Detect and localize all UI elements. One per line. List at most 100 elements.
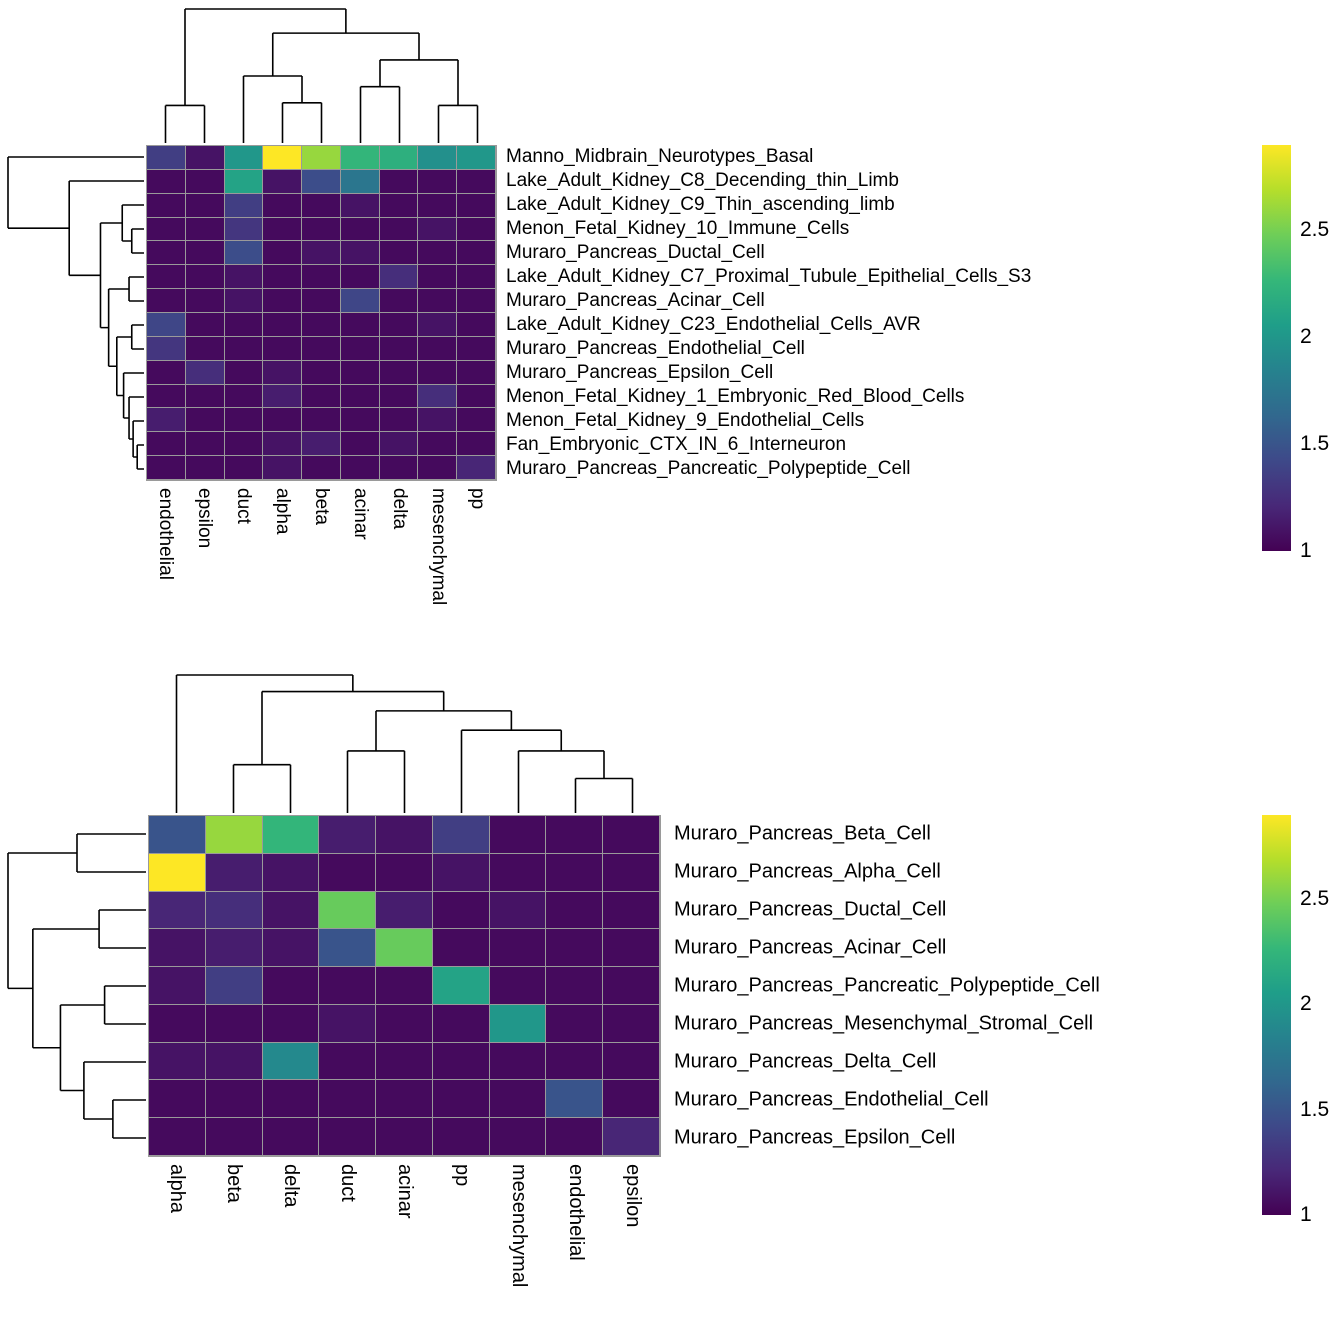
heatmap-cell xyxy=(457,384,496,409)
row-label: Lake_Adult_Kidney_C7_Proximal_Tubule_Epi… xyxy=(506,266,1032,287)
heatmap-cell xyxy=(418,289,458,313)
heatmap-cell xyxy=(340,289,380,313)
row-label: Manno_Midbrain_Neurotypes_Basal xyxy=(506,146,814,167)
row-label: Muraro_Pancreas_Alpha_Cell xyxy=(674,860,941,883)
heatmap-cell xyxy=(376,1004,433,1043)
heatmap-cell xyxy=(376,816,433,854)
heatmap-cell xyxy=(319,853,377,892)
heatmap-cell xyxy=(340,169,380,194)
heatmap-cell xyxy=(262,853,320,892)
colorbar-tick-label: 2 xyxy=(1300,325,1312,349)
heatmap-cell xyxy=(340,384,380,409)
heatmap-grid xyxy=(146,145,497,481)
heatmap-cell xyxy=(432,853,490,892)
heatmap-cell xyxy=(319,929,377,968)
heatmap-cell xyxy=(147,432,186,457)
heatmap-cell xyxy=(302,384,341,409)
column-dendrogram xyxy=(164,8,479,143)
heatmap-cell xyxy=(603,1042,660,1081)
heatmap-cell xyxy=(340,456,380,480)
heatmap-cell xyxy=(457,146,496,170)
heatmap-cell xyxy=(224,265,264,290)
heatmap-cell xyxy=(262,967,320,1005)
heatmap-cell xyxy=(224,241,264,266)
row-label: Muraro_Pancreas_Ductal_Cell xyxy=(506,242,765,263)
row-label: Muraro_Pancreas_Mesenchymal_Stromal_Cell xyxy=(674,1012,1094,1035)
heatmap-cell xyxy=(185,265,225,290)
heatmap-cell xyxy=(185,169,225,194)
heatmap-cell xyxy=(262,816,320,854)
colorbar-tick-label: 1.5 xyxy=(1300,1097,1330,1121)
heatmap-cell xyxy=(149,1080,206,1119)
heatmap-cell xyxy=(418,313,458,337)
colorbar-tick-label: 2.5 xyxy=(1300,218,1330,242)
heatmap-cell xyxy=(457,241,496,266)
row-label: Muraro_Pancreas_Beta_Cell xyxy=(674,822,931,845)
heatmap-cell xyxy=(147,408,186,433)
row-label: Muraro_Pancreas_Ductal_Cell xyxy=(674,898,947,921)
heatmap-cell xyxy=(418,408,458,433)
heatmap-cell xyxy=(603,816,660,854)
heatmap-cell xyxy=(262,929,320,968)
row-label: Muraro_Pancreas_Epsilon_Cell xyxy=(506,362,774,383)
heatmap-cell xyxy=(603,1118,660,1156)
heatmap-cell xyxy=(418,146,458,170)
heatmap-cell xyxy=(147,336,186,361)
heatmap-cell xyxy=(379,146,419,170)
heatmap-cell xyxy=(546,1042,604,1081)
heatmap-cell xyxy=(379,456,419,480)
heatmap-cell xyxy=(147,456,186,480)
heatmap-cell xyxy=(205,853,263,892)
heatmap-cell xyxy=(379,241,419,266)
row-label: Muraro_Pancreas_Delta_Cell xyxy=(674,1050,937,1073)
heatmap-cell xyxy=(376,1080,433,1119)
heatmap-cell xyxy=(603,967,660,1005)
heatmap-cell xyxy=(379,432,419,457)
heatmap-cell xyxy=(224,408,264,433)
heatmap-cell xyxy=(147,384,186,409)
colorbar-tick-label: 2.5 xyxy=(1300,887,1330,911)
heatmap-cell xyxy=(340,432,380,457)
heatmap-cell xyxy=(149,929,206,968)
heatmap-cell xyxy=(379,384,419,409)
row-label: Muraro_Pancreas_Pancreatic_Polypeptide_C… xyxy=(674,974,1100,997)
heatmap-cell xyxy=(546,1118,604,1156)
heatmap-cell xyxy=(224,456,264,480)
row-label: Lake_Adult_Kidney_C8_Decending_thin_Limb xyxy=(506,170,899,191)
column-label: duct xyxy=(336,1164,359,1202)
heatmap-cell xyxy=(205,1118,263,1156)
heatmap-cell xyxy=(185,336,225,361)
heatmap-cell xyxy=(224,289,264,313)
heatmap-cell xyxy=(379,336,419,361)
heatmap-cell xyxy=(302,241,341,266)
heatmap-cell xyxy=(185,193,225,218)
heatmap-cell xyxy=(457,289,496,313)
column-label: beta xyxy=(222,1164,245,1203)
heatmap-cell xyxy=(546,853,604,892)
heatmap-cell xyxy=(603,853,660,892)
row-label: Muraro_Pancreas_Pancreatic_Polypeptide_C… xyxy=(506,458,911,479)
heatmap-cell xyxy=(205,1042,263,1081)
heatmap-cell xyxy=(432,929,490,968)
heatmap-cell xyxy=(185,146,225,170)
column-label: epsilon xyxy=(621,1164,644,1228)
heatmap-cell xyxy=(340,241,380,266)
heatmap-cell xyxy=(263,313,303,337)
heatmap-cell xyxy=(457,456,496,480)
heatmap-cell xyxy=(319,816,377,854)
row-label: Fan_Embryonic_CTX_IN_6_Interneuron xyxy=(506,434,847,455)
heatmap-cell xyxy=(147,193,186,218)
column-label: endothelial xyxy=(564,1164,587,1261)
heatmap-cell xyxy=(224,313,264,337)
heatmap-cell xyxy=(379,360,419,385)
heatmap-cell xyxy=(302,217,341,242)
heatmap-cell xyxy=(302,408,341,433)
heatmap-cell xyxy=(185,408,225,433)
heatmap-cell xyxy=(185,313,225,337)
heatmap-cell xyxy=(418,193,458,218)
heatmap-cell xyxy=(302,456,341,480)
heatmap-cell xyxy=(149,1042,206,1081)
heatmap-cell xyxy=(457,169,496,194)
heatmap-cell xyxy=(379,313,419,337)
row-dendrogram xyxy=(7,833,146,1139)
